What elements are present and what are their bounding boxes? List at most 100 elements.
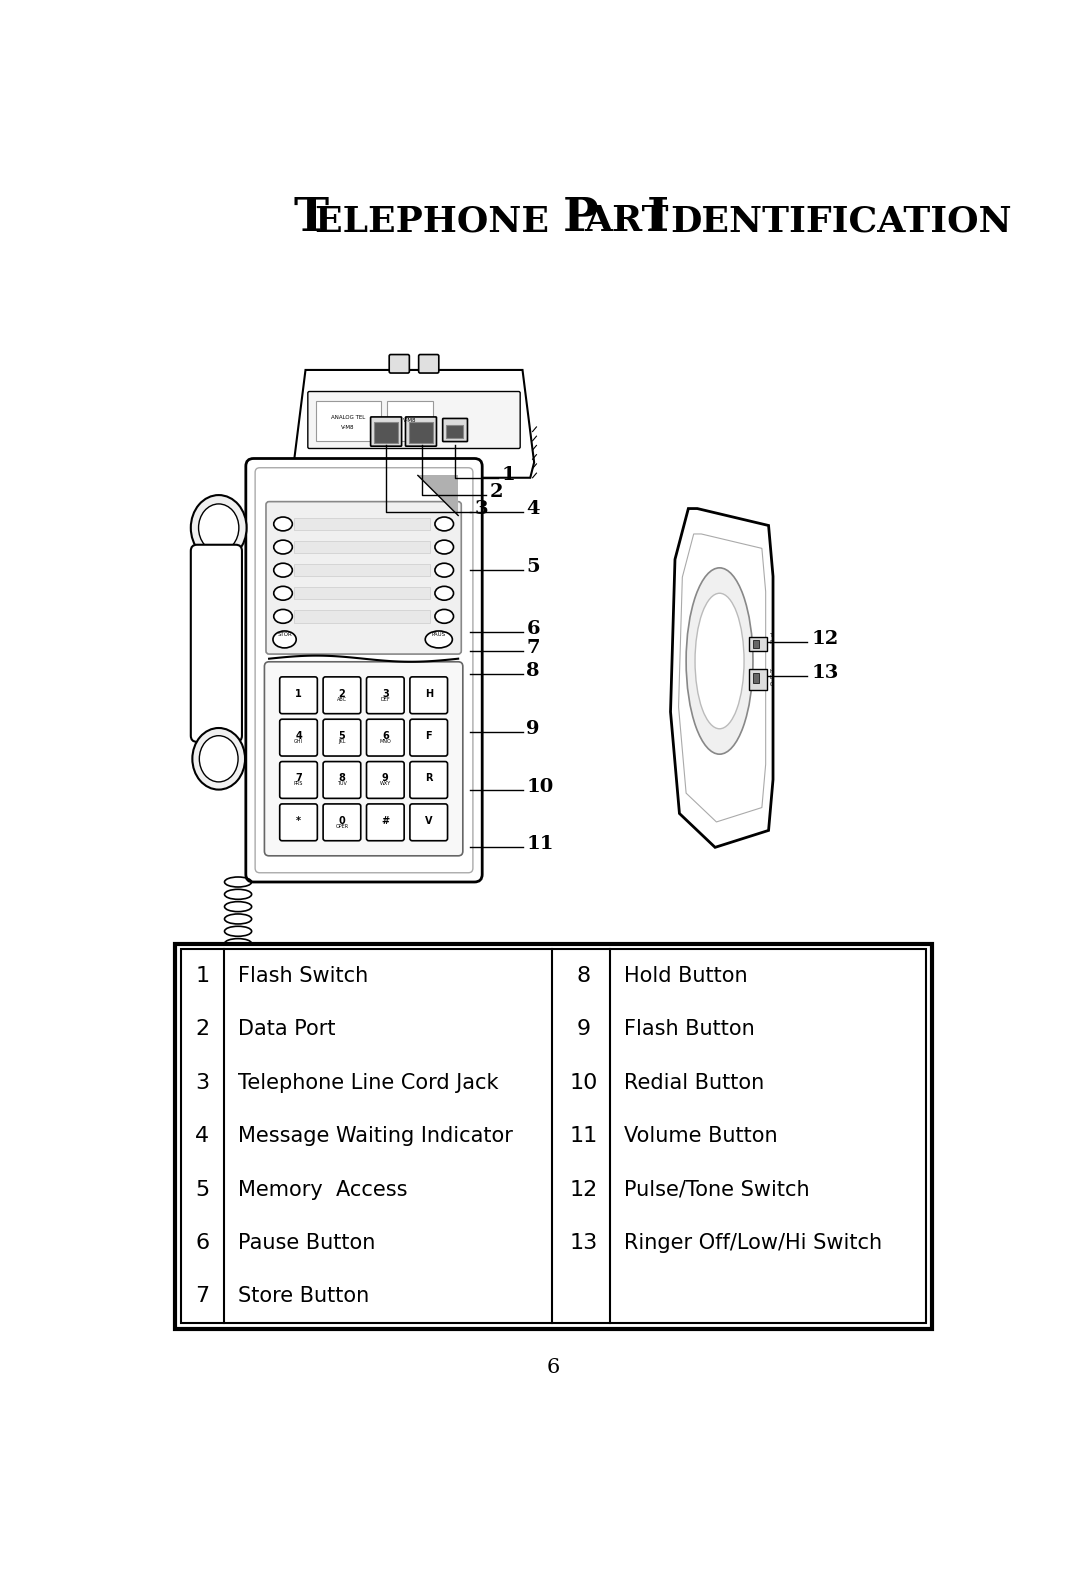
Ellipse shape (435, 540, 454, 554)
Text: T: T (769, 633, 773, 638)
Text: 13: 13 (569, 1233, 598, 1254)
Text: 5: 5 (195, 1180, 210, 1200)
FancyBboxPatch shape (366, 762, 404, 799)
Text: Store Button: Store Button (238, 1287, 369, 1307)
Text: H: H (769, 669, 773, 674)
Text: 2: 2 (338, 688, 346, 699)
FancyBboxPatch shape (323, 803, 361, 841)
Text: MNO: MNO (379, 739, 391, 743)
Text: GHI: GHI (294, 739, 303, 743)
Text: WXY: WXY (380, 781, 391, 786)
Text: P: P (563, 195, 598, 241)
Text: 4: 4 (195, 1126, 210, 1147)
FancyBboxPatch shape (405, 417, 436, 446)
FancyBboxPatch shape (308, 392, 521, 449)
Text: DENTIFICATION: DENTIFICATION (670, 205, 1011, 238)
Ellipse shape (273, 564, 293, 576)
Ellipse shape (435, 517, 454, 531)
Text: Redial Button: Redial Button (624, 1073, 765, 1093)
Text: JKL: JKL (338, 739, 346, 743)
Text: Volume Button: Volume Button (624, 1126, 778, 1147)
Text: *: * (296, 816, 301, 825)
FancyBboxPatch shape (280, 803, 318, 841)
FancyBboxPatch shape (410, 803, 447, 841)
Bar (748, 669, 767, 690)
Ellipse shape (273, 517, 293, 531)
Bar (294, 540, 430, 553)
Text: Telephone Line Cord Jack: Telephone Line Cord Jack (238, 1073, 499, 1093)
Text: PRS: PRS (294, 781, 303, 786)
Polygon shape (671, 509, 773, 847)
Text: 10: 10 (526, 778, 554, 795)
Bar (294, 518, 430, 531)
FancyBboxPatch shape (323, 720, 361, 756)
FancyBboxPatch shape (323, 677, 361, 713)
Text: Memory  Access: Memory Access (238, 1180, 407, 1200)
Text: 4: 4 (295, 731, 302, 742)
Text: 9: 9 (382, 773, 389, 783)
Text: Pulse/Tone Switch: Pulse/Tone Switch (624, 1180, 810, 1200)
Text: 4: 4 (526, 501, 540, 518)
Text: R: R (424, 773, 432, 783)
Text: F: F (426, 731, 432, 742)
FancyBboxPatch shape (410, 762, 447, 799)
Text: 5: 5 (526, 558, 540, 576)
Text: 2: 2 (490, 482, 503, 501)
FancyBboxPatch shape (366, 720, 404, 756)
Bar (309, 474, 333, 482)
Bar (180, 950, 927, 1323)
Bar (387, 400, 433, 441)
FancyBboxPatch shape (370, 417, 402, 446)
Ellipse shape (696, 594, 744, 729)
FancyBboxPatch shape (280, 762, 318, 799)
Text: 9: 9 (577, 1019, 591, 1040)
FancyBboxPatch shape (410, 720, 447, 756)
FancyBboxPatch shape (280, 677, 318, 713)
Text: Hold Button: Hold Button (624, 965, 747, 986)
Text: Flash Switch: Flash Switch (238, 965, 368, 986)
Bar (294, 587, 430, 600)
Text: OPER: OPER (336, 824, 349, 828)
Ellipse shape (200, 736, 238, 781)
Text: 1: 1 (501, 466, 515, 484)
Bar (409, 422, 433, 443)
Text: H: H (424, 688, 433, 699)
Ellipse shape (435, 586, 454, 600)
Ellipse shape (273, 586, 293, 600)
Ellipse shape (273, 540, 293, 554)
Bar (753, 639, 759, 647)
Text: 11: 11 (526, 835, 554, 854)
Text: Data Port: Data Port (238, 1019, 336, 1040)
Bar (294, 610, 430, 622)
Text: 6: 6 (526, 619, 540, 638)
FancyBboxPatch shape (389, 354, 409, 373)
Bar (753, 674, 759, 682)
Ellipse shape (686, 569, 753, 754)
Bar (748, 638, 767, 650)
Text: V: V (424, 816, 432, 825)
Text: DEF: DEF (380, 696, 390, 701)
Ellipse shape (435, 610, 454, 624)
Text: ART: ART (584, 205, 681, 238)
Text: Ringer Off/Low/Hi Switch: Ringer Off/Low/Hi Switch (624, 1233, 882, 1254)
Text: P: P (769, 639, 773, 646)
Polygon shape (294, 370, 535, 477)
Ellipse shape (191, 495, 246, 561)
Ellipse shape (273, 632, 296, 647)
FancyBboxPatch shape (410, 677, 447, 713)
FancyBboxPatch shape (443, 419, 468, 441)
Text: PAUS: PAUS (432, 632, 446, 636)
Text: 13: 13 (811, 665, 839, 682)
Bar (175, 943, 932, 1329)
Text: 8: 8 (577, 965, 591, 986)
Ellipse shape (435, 564, 454, 576)
Text: 2: 2 (195, 1019, 210, 1040)
Text: I: I (647, 195, 669, 241)
Text: L: L (769, 676, 772, 680)
Text: 11: 11 (569, 1126, 598, 1147)
Text: Flash Button: Flash Button (624, 1019, 755, 1040)
Text: STOR: STOR (278, 632, 292, 636)
FancyBboxPatch shape (366, 677, 404, 713)
Ellipse shape (192, 728, 245, 789)
Text: 6: 6 (382, 731, 389, 742)
